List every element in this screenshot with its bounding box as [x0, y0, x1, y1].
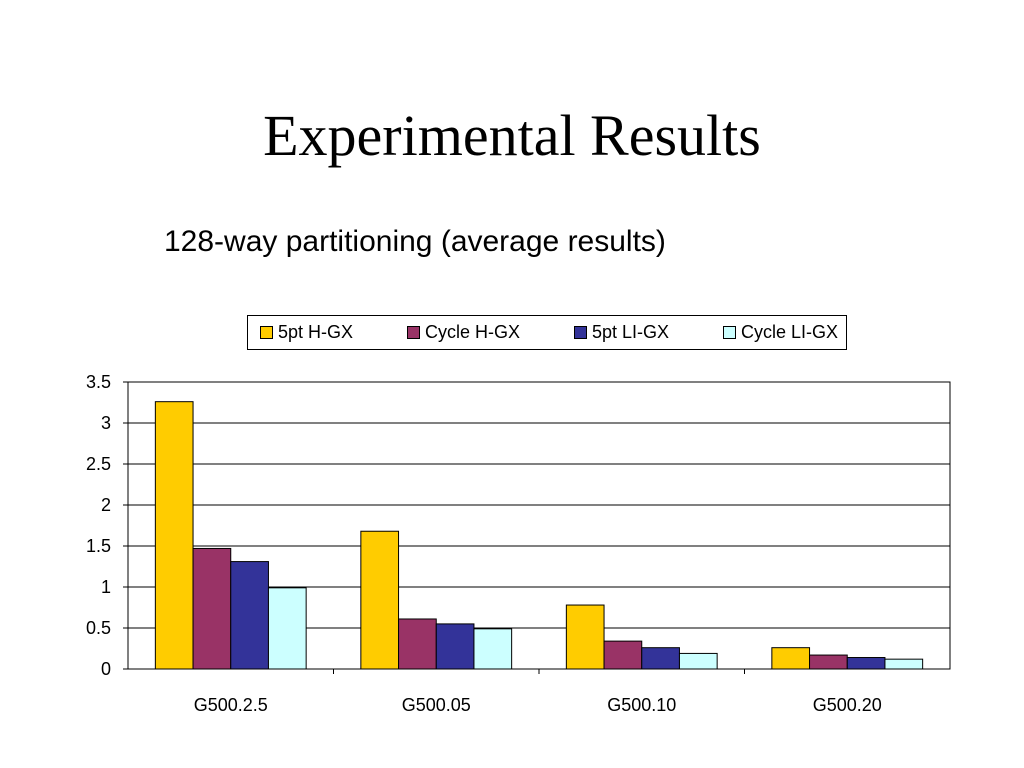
bar-cycle-li-gx	[884, 658, 924, 670]
x-tick-label: G500.20	[813, 695, 882, 715]
bar-cycle-li-gx	[678, 652, 718, 670]
x-tick-label: G500.2.5	[194, 695, 268, 715]
y-tick-label: 2	[101, 495, 111, 515]
bar-cycle-h-gx	[603, 640, 643, 670]
slide-subtitle: 128-way partitioning (average results)	[164, 225, 666, 258]
legend-swatch	[722, 326, 736, 339]
legend-item-cycle-li-gx: Cycle LI-GX	[722, 322, 838, 343]
bar-cycle-h-gx	[398, 618, 437, 670]
legend-label: Cycle LI-GX	[740, 322, 838, 342]
bar-5pt-h-gx	[154, 401, 194, 670]
legend-swatch	[406, 326, 420, 339]
legend-label: 5pt H-GX	[278, 322, 354, 342]
bar-cycle-h-gx	[192, 547, 232, 670]
legend-swatch	[573, 326, 587, 339]
legend-label: Cycle H-GX	[424, 322, 520, 342]
bar-cycle-li-gx	[267, 587, 307, 670]
bar-5pt-li-gx	[230, 561, 269, 670]
bar-5pt-h-gx	[771, 647, 811, 670]
bar-5pt-h-gx	[565, 604, 605, 670]
y-tick-label: 1.5	[86, 536, 111, 556]
y-tick-label: 3.5	[86, 372, 111, 392]
y-tick-label: 2.5	[86, 454, 111, 474]
chart-legend: 5pt H-GX Cycle H-GX 5pt LI-GX Cycle LI-G…	[247, 315, 847, 350]
y-tick-label: 0.5	[86, 618, 111, 638]
bar-cycle-h-gx	[809, 654, 848, 670]
bar-5pt-li-gx	[641, 647, 680, 670]
legend-label: 5pt LI-GX	[591, 322, 669, 342]
y-tick-label: 1	[101, 577, 111, 597]
legend-item-5pt-h-gx: 5pt H-GX	[260, 322, 353, 343]
legend-item-5pt-li-gx: 5pt LI-GX	[573, 322, 669, 343]
legend-swatch	[260, 326, 273, 339]
y-tick-label: 0	[101, 659, 111, 679]
bar-cycle-li-gx	[473, 628, 513, 670]
x-tick-label: G500.10	[607, 695, 676, 715]
slide-title: Experimental Results	[263, 103, 761, 168]
bar-5pt-li-gx	[846, 657, 886, 670]
y-tick-label: 3	[101, 413, 111, 433]
legend-item-cycle-h-gx: Cycle H-GX	[406, 322, 520, 343]
x-tick-label: G500.05	[402, 695, 471, 715]
bar-5pt-h-gx	[360, 530, 400, 670]
bar-5pt-li-gx	[435, 623, 475, 670]
